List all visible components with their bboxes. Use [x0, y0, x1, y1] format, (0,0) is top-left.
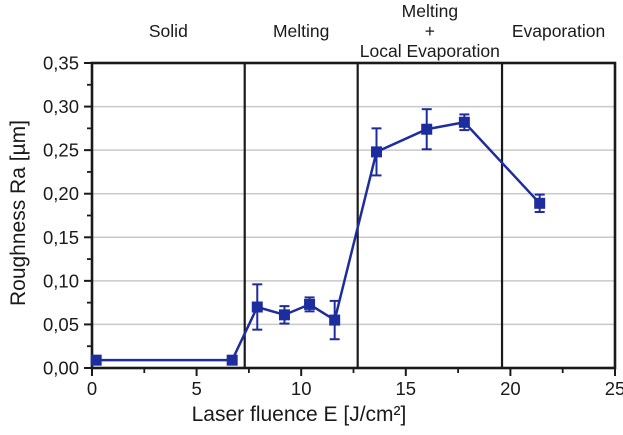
data-point-marker: [421, 123, 433, 135]
y-tick-label: 0,30: [43, 96, 79, 117]
x-tick-label: 25: [605, 378, 623, 399]
data-point-marker: [226, 354, 238, 366]
data-point-marker: [534, 197, 546, 209]
y-axis-title: Roughness Ra [µm]: [7, 119, 30, 307]
data-point-marker: [304, 298, 316, 310]
data-point-marker: [278, 309, 290, 321]
y-tick-label: 0,10: [43, 270, 79, 291]
region-label-line: Evaporation: [511, 21, 606, 41]
region-label-line: Solid: [148, 21, 188, 41]
region-label: Solid: [149, 0, 188, 62]
region-label: Melting: [273, 0, 329, 62]
x-tick-label: 0: [87, 378, 97, 399]
y-tick-label: 0,15: [43, 227, 79, 248]
data-point-marker: [90, 354, 102, 366]
y-tick-label: 0,00: [43, 358, 79, 379]
x-tick-label: 20: [500, 378, 521, 399]
region-label-line: +: [424, 21, 435, 41]
y-tick-label: 0,25: [43, 140, 79, 161]
x-tick-label: 15: [396, 378, 417, 399]
data-point-marker: [371, 146, 383, 158]
region-label: Evaporation: [512, 0, 605, 62]
x-axis-title: Laser fluence E [J/cm²]: [191, 403, 407, 426]
data-point-marker: [458, 116, 470, 128]
y-tick-label: 0,35: [43, 53, 79, 74]
data-point-marker: [329, 314, 341, 326]
region-label-line: Melting: [401, 1, 459, 21]
data-point-marker: [251, 301, 263, 313]
y-tick-label: 0,20: [43, 183, 79, 204]
x-tick-label: 5: [191, 378, 201, 399]
x-tick-label: 10: [291, 378, 312, 399]
region-label-line: Melting: [272, 21, 330, 41]
series-line: [96, 120, 541, 362]
plot-border: [90, 61, 617, 370]
region-label: Melting + Local Evaporation: [360, 0, 500, 62]
y-tick-label: 0,05: [43, 314, 79, 335]
region-label-line: Local Evaporation: [359, 41, 500, 61]
